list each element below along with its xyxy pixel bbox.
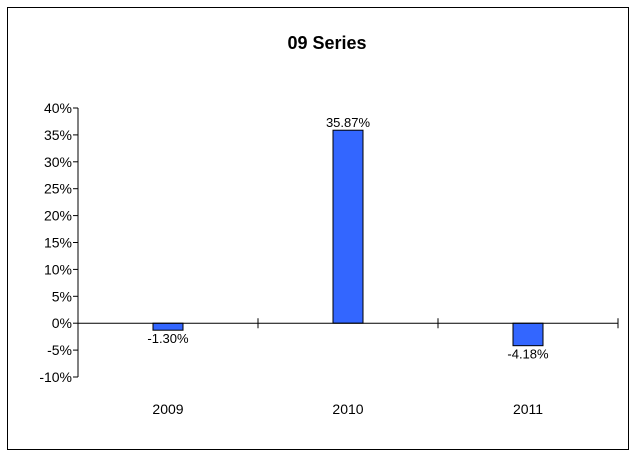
data-label-2009: -1.30% — [147, 331, 189, 346]
x-category-label: 2011 — [513, 401, 543, 417]
bar-2011 — [512, 322, 544, 347]
data-label-2011: -4.18% — [507, 347, 549, 362]
y-tick-label: 15% — [44, 235, 72, 251]
chart-title: 09 Series — [287, 33, 366, 53]
y-tick-label: 40% — [44, 100, 72, 116]
y-tick-label: -10% — [39, 369, 72, 385]
bar-2010 — [332, 129, 364, 324]
y-tick-label: 25% — [44, 181, 72, 197]
x-category-label: 2009 — [152, 401, 183, 417]
y-tick-label: 0% — [52, 315, 72, 331]
bar-2009 — [152, 322, 184, 331]
y-tick-label: 10% — [44, 261, 72, 277]
y-tick-label: 30% — [44, 154, 72, 170]
plot-area: 40% 35% 30% 25% 20% 15% 10% 5% 0% -5% -10% -1.30% 35… — [39, 100, 619, 417]
chart-frame — [7, 7, 629, 450]
y-tick-label: 20% — [44, 208, 72, 224]
data-label-2010: 35.87% — [326, 115, 371, 130]
y-tick-label: -5% — [47, 342, 72, 358]
x-category-label: 2010 — [332, 401, 363, 417]
y-tick-label: 5% — [52, 288, 72, 304]
y-tick-label: 35% — [44, 127, 72, 143]
